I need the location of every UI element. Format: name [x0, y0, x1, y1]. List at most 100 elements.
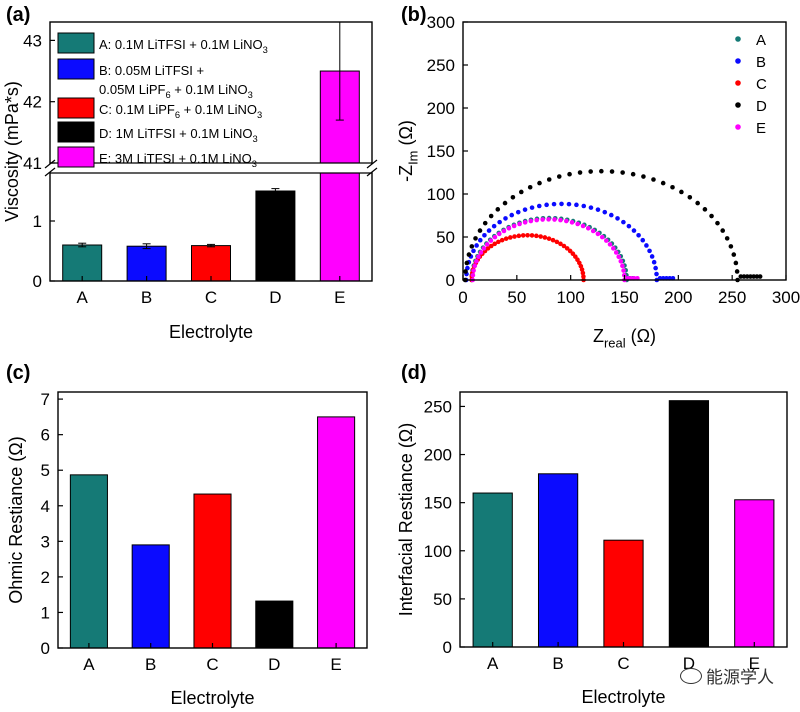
data-point-D — [466, 252, 472, 257]
data-point-B — [626, 223, 632, 229]
data-point-C — [525, 232, 530, 238]
x-tick-label: D — [269, 288, 281, 307]
data-point-B — [509, 212, 515, 218]
wechat-icon — [680, 667, 702, 684]
y-tick-label: 43 — [23, 31, 42, 50]
legend-marker-B — [735, 58, 741, 64]
x-tick-label: 250 — [718, 288, 746, 307]
watermark: 能源学人 — [680, 663, 774, 688]
y-axis-label: -ZIm (Ω) — [396, 120, 420, 182]
data-point-E — [484, 242, 490, 247]
y-tick-label: 41 — [23, 154, 42, 173]
data-point-D — [720, 228, 726, 233]
bar-A — [69, 474, 108, 649]
data-point-D — [695, 200, 700, 206]
data-point-D — [527, 184, 533, 190]
data-point-C — [558, 241, 563, 247]
data-point-E — [569, 220, 575, 225]
data-point-E — [511, 223, 517, 229]
y-tick-label: 0 — [443, 638, 452, 657]
y-tick-label: 250 — [427, 56, 455, 75]
data-point-E — [590, 228, 596, 234]
bar-C — [193, 493, 232, 649]
data-point-B — [649, 254, 655, 259]
data-point-B — [595, 207, 601, 212]
data-point-D — [588, 169, 593, 174]
data-point-E — [540, 217, 545, 222]
y-tick-label: 0 — [446, 271, 455, 290]
data-point-C — [503, 236, 509, 241]
x-axis-label: Electrolyte — [170, 688, 254, 708]
data-point-C — [529, 233, 535, 238]
data-point-B — [653, 265, 658, 271]
data-point-D — [609, 169, 615, 174]
y-tick-label: 2 — [41, 568, 50, 587]
data-point-C — [546, 236, 552, 241]
data-point-C — [520, 233, 526, 238]
data-point-B — [544, 202, 549, 208]
data-point-D — [754, 274, 760, 279]
x-tick-label: 150 — [610, 288, 638, 307]
x-tick-label: 50 — [507, 288, 526, 307]
legend-swatch-D — [57, 121, 95, 143]
panel-label-d: (d) — [401, 362, 427, 384]
data-point-E — [552, 217, 557, 222]
data-point-E — [488, 238, 494, 243]
panel-c-ohmic-chart: A B C D E 0 1 2 3 4 5 6 7 Electrolyte Ohmic Restiance … — [6, 390, 368, 708]
y-axis-label: Interfacial Restiance (Ω) — [396, 423, 416, 617]
data-point-D — [751, 274, 756, 279]
data-point-E — [585, 226, 591, 231]
data-point-E — [580, 223, 586, 229]
data-point-E — [558, 217, 563, 223]
data-point-C — [542, 235, 548, 240]
data-point-D — [641, 174, 646, 179]
panel-d-interfacial-chart: A B C D E050100150200250ElectrolyteInterfaci… — [396, 391, 788, 707]
data-point-E — [595, 231, 601, 237]
data-point-E — [534, 217, 540, 223]
break-mark-left — [44, 167, 56, 177]
data-point-B — [503, 216, 508, 221]
axis-break-gap — [47, 164, 375, 172]
data-point-D — [477, 228, 483, 233]
y-tick-label: 200 — [427, 99, 455, 118]
data-point-B — [497, 219, 502, 225]
x-tick-label: B — [552, 654, 563, 673]
data-point-E — [471, 268, 476, 273]
data-point-E — [472, 263, 478, 269]
y-tick-label: 0 — [41, 639, 50, 658]
bar-E — [734, 499, 775, 648]
x-tick-label: C — [617, 654, 629, 673]
y-tick-label: 1 — [41, 603, 50, 622]
data-point-B — [477, 237, 483, 243]
data-point-E — [613, 250, 619, 255]
data-point-D — [620, 170, 625, 175]
data-point-B — [640, 237, 646, 243]
data-point-C — [554, 239, 560, 245]
legend-marker-E — [735, 124, 741, 130]
y-tick-label: 300 — [427, 13, 455, 32]
legend-marker-C — [735, 80, 741, 86]
data-point-B — [566, 201, 572, 207]
x-tick-label: A — [83, 655, 95, 674]
legend-marker-A — [735, 36, 741, 42]
data-point-E — [506, 226, 512, 231]
data-point-D — [733, 260, 739, 266]
bar-E-lower — [319, 172, 360, 282]
y-tick-label: 50 — [433, 590, 452, 609]
data-point-C — [507, 235, 513, 240]
y-tick-label: 200 — [424, 446, 452, 465]
data-point-C — [561, 243, 567, 249]
data-point-D — [734, 269, 740, 274]
bar-B — [131, 544, 170, 649]
data-point-D — [679, 189, 684, 195]
data-point-C — [516, 233, 522, 239]
data-point-D — [518, 189, 524, 195]
data-point-D — [482, 220, 488, 226]
y-tick-label: 150 — [424, 494, 452, 513]
data-point-C — [534, 233, 539, 239]
x-tick-label: 300 — [772, 288, 800, 307]
data-point-C — [496, 239, 501, 245]
y-tick-label: 42 — [23, 93, 42, 112]
data-point-D — [709, 213, 714, 219]
y-axis-label: Ohmic Restiance (Ω) — [6, 436, 26, 604]
